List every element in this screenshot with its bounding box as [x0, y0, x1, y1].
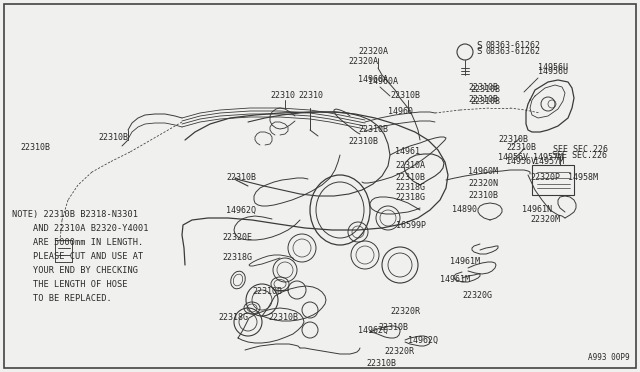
- Text: ARE 5000mm IN LENGTH.: ARE 5000mm IN LENGTH.: [12, 238, 143, 247]
- Text: 22318G: 22318G: [395, 183, 425, 192]
- Text: 22310B: 22310B: [390, 90, 420, 99]
- Text: 22320M: 22320M: [530, 215, 560, 224]
- Text: 22310B: 22310B: [470, 86, 500, 94]
- Text: 22310: 22310: [298, 92, 323, 100]
- Text: 22310B: 22310B: [226, 173, 256, 183]
- Text: 22320A: 22320A: [348, 58, 378, 67]
- Text: 22318G: 22318G: [395, 193, 425, 202]
- Text: 14958M: 14958M: [568, 173, 598, 183]
- Text: NOTE) 22310B B2318-N3301: NOTE) 22310B B2318-N3301: [12, 210, 138, 219]
- Text: 14961M: 14961M: [450, 257, 480, 266]
- Text: 08363-61262: 08363-61262: [486, 48, 541, 57]
- Text: 14962Q: 14962Q: [408, 336, 438, 344]
- Text: 14957M: 14957M: [534, 157, 564, 167]
- Text: 22310B: 22310B: [348, 138, 378, 147]
- Text: SEE SEC.226: SEE SEC.226: [553, 145, 608, 154]
- Text: SEE SEC.226: SEE SEC.226: [552, 151, 607, 160]
- Text: 22310B: 22310B: [98, 134, 128, 142]
- Text: 14961: 14961: [395, 148, 420, 157]
- Text: 22310B: 22310B: [468, 83, 498, 93]
- Text: 14960A: 14960A: [358, 76, 388, 84]
- Text: 22320P: 22320P: [530, 173, 560, 183]
- Text: A993 00P9: A993 00P9: [588, 353, 630, 362]
- Text: 14961N: 14961N: [522, 205, 552, 215]
- Text: 14890: 14890: [452, 205, 477, 215]
- Text: YOUR END BY CHECKING: YOUR END BY CHECKING: [12, 266, 138, 275]
- Text: 14956V: 14956V: [498, 154, 528, 163]
- Text: 22310B: 22310B: [395, 173, 425, 183]
- Text: AND 22310A B2320-Y4001: AND 22310A B2320-Y4001: [12, 224, 148, 233]
- Bar: [532, 165, 574, 195]
- Text: 22320G: 22320G: [462, 292, 492, 301]
- Text: 22320A: 22320A: [358, 48, 388, 57]
- Text: 22310B: 22310B: [498, 135, 528, 144]
- Text: 22310B: 22310B: [268, 314, 298, 323]
- Text: 16599P: 16599P: [396, 221, 426, 230]
- Text: 14962Q: 14962Q: [226, 205, 256, 215]
- Text: 14956U: 14956U: [538, 67, 568, 77]
- Text: 22310B: 22310B: [470, 97, 500, 106]
- Text: 22310B: 22310B: [506, 144, 536, 153]
- Text: 22310: 22310: [270, 90, 295, 99]
- Text: 22320E: 22320E: [222, 234, 252, 243]
- Text: THE LENGTH OF HOSE: THE LENGTH OF HOSE: [12, 280, 127, 289]
- Text: 14961M: 14961M: [440, 276, 470, 285]
- Text: 22310B: 22310B: [20, 144, 50, 153]
- Text: 14960A: 14960A: [368, 77, 398, 87]
- Text: 08363-61262: 08363-61262: [486, 42, 541, 51]
- Text: 22320N: 22320N: [468, 180, 498, 189]
- Text: 22310B: 22310B: [378, 324, 408, 333]
- Text: 14956U: 14956U: [538, 64, 568, 73]
- Text: 14960M: 14960M: [468, 167, 498, 176]
- Text: S: S: [476, 41, 482, 51]
- Text: 22310A: 22310A: [395, 161, 425, 170]
- Text: 22310B: 22310B: [358, 125, 388, 135]
- Text: 22310B: 22310B: [468, 96, 498, 105]
- Text: 14960: 14960: [388, 108, 413, 116]
- Text: S: S: [476, 48, 481, 57]
- Text: 14962Q: 14962Q: [358, 326, 388, 334]
- Text: 22320R: 22320R: [390, 308, 420, 317]
- Text: 22310B: 22310B: [252, 288, 282, 296]
- Text: 14956V: 14956V: [506, 157, 536, 167]
- Text: 22320R: 22320R: [384, 347, 414, 356]
- Text: 22318G: 22318G: [218, 314, 248, 323]
- Text: TO BE REPLACED.: TO BE REPLACED.: [12, 294, 112, 303]
- Text: 14957M: 14957M: [533, 154, 563, 163]
- Text: PLEASE CUT AND USE AT: PLEASE CUT AND USE AT: [12, 252, 143, 261]
- Text: 22310B: 22310B: [366, 359, 396, 369]
- Text: 22318G: 22318G: [222, 253, 252, 263]
- Text: 22310B: 22310B: [468, 192, 498, 201]
